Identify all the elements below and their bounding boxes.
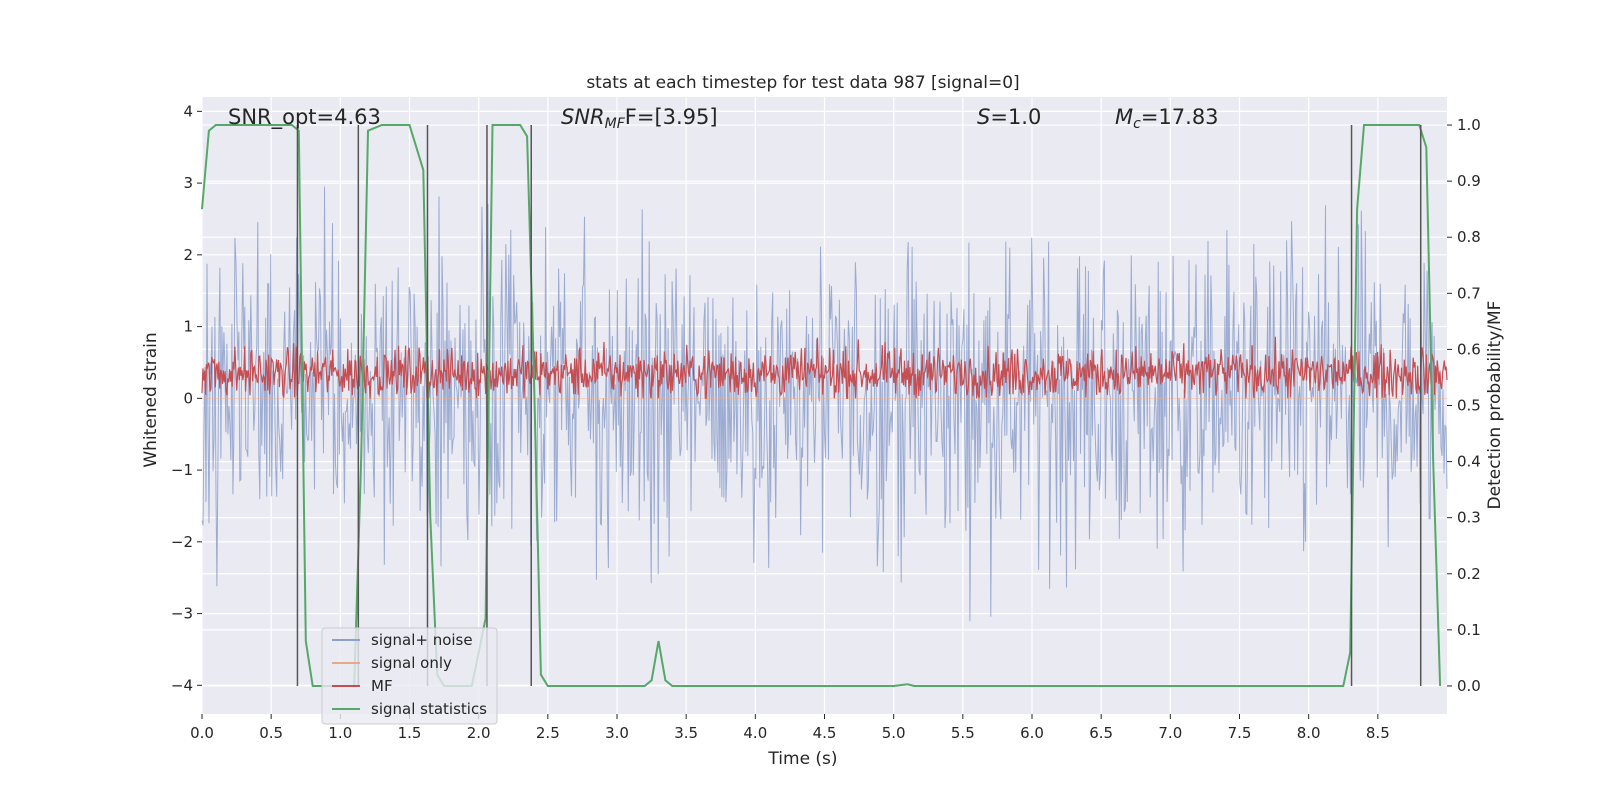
x-tick-label: 4.5 [813, 724, 837, 742]
vertical-markers [296, 125, 1422, 686]
x-tick-label: 2.5 [536, 724, 560, 742]
annotation-s: S=1.0 [977, 105, 1041, 129]
x-tick-label: 8.0 [1297, 724, 1321, 742]
x-tick-label: 6.5 [1089, 724, 1113, 742]
chart-title: stats at each timestep for test data 987… [586, 73, 1019, 93]
y2-axis-label: Detection probability/MF [1485, 301, 1505, 510]
x-tick-label: 5.0 [882, 724, 906, 742]
y-tick-label: −4 [171, 676, 193, 694]
x-axis-label: Time (s) [767, 749, 837, 769]
x-tick-label: 2.0 [467, 724, 491, 742]
y2-tick-label: 0.6 [1457, 340, 1481, 358]
series-mf [201, 336, 1448, 400]
y-axis-left: −4 −3 −2 −1 0 1 2 3 4 [171, 102, 202, 694]
x-tick-label: 1.5 [398, 724, 422, 742]
y2-tick-label: 0.0 [1457, 677, 1481, 695]
y-tick-label: 0 [183, 389, 193, 407]
y2-tick-label: 0.7 [1457, 284, 1481, 302]
x-tick-label: 3.0 [605, 724, 629, 742]
x-tick-label: 0.5 [259, 724, 283, 742]
y2-tick-label: 1.0 [1457, 116, 1481, 134]
x-tick-label: 6.0 [1020, 724, 1044, 742]
y2-tick-label: 0.9 [1457, 172, 1481, 190]
x-tick-label: 4.0 [743, 724, 767, 742]
signal-statistics-line [201, 124, 1442, 687]
y-tick-label: −2 [171, 533, 193, 551]
annotation-mc: Mc=17.83 [1115, 105, 1219, 132]
signal-noise-line [201, 186, 1448, 622]
x-tick-label: 8.5 [1366, 724, 1390, 742]
y2-tick-label: 0.4 [1457, 453, 1481, 471]
y2-tick-label: 0.1 [1457, 621, 1481, 639]
y-tick-label: 1 [183, 318, 193, 336]
mf-line [201, 336, 1448, 400]
y-tick-label: −1 [171, 461, 193, 479]
series-signal-noise [201, 186, 1448, 622]
y2-tick-label: 0.2 [1457, 565, 1481, 583]
x-tick-label: 5.5 [951, 724, 975, 742]
legend-label-mf: MF [371, 677, 393, 695]
x-tick-label: 1.0 [328, 724, 352, 742]
x-tick-label: 0.0 [190, 724, 214, 742]
y-tick-label: −3 [171, 605, 193, 623]
y2-tick-label: 0.8 [1457, 228, 1481, 246]
y-axis-right: 0.0 0.1 0.2 0.3 0.4 0.5 0.6 0.7 0.8 0.9 1.0 [1447, 116, 1481, 695]
legend-label-signal-statistics: signal statistics [371, 700, 487, 718]
y-tick-label: 4 [183, 102, 193, 120]
legend-label-signal-noise: signal+ noise [371, 631, 473, 649]
y2-tick-label: 0.5 [1457, 397, 1481, 415]
y2-tick-label: 0.3 [1457, 509, 1481, 527]
y-axis-label: Whitened strain [141, 332, 161, 467]
legend-box [321, 627, 498, 725]
series-signal-statistics [201, 124, 1442, 687]
x-tick-label: 7.0 [1158, 724, 1182, 742]
legend-label-signal-only: signal only [371, 654, 452, 672]
x-tick-label: 7.5 [1228, 724, 1252, 742]
x-axis: 0.0 0.5 1.0 1.5 2.0 2.5 3.0 3.5 4.0 4.5 5.0 5.5 6.0 6… [190, 714, 1390, 742]
y-tick-label: 2 [183, 246, 193, 264]
x-tick-label: 3.5 [674, 724, 698, 742]
annotation-snr-mf: SNRMFF=[3.95] [561, 105, 718, 132]
y-tick-label: 3 [183, 174, 193, 192]
annotation-snr-opt: SNR_opt=4.63 [228, 105, 381, 130]
legend: signal+ noise signal only MF signal stat… [321, 627, 498, 725]
